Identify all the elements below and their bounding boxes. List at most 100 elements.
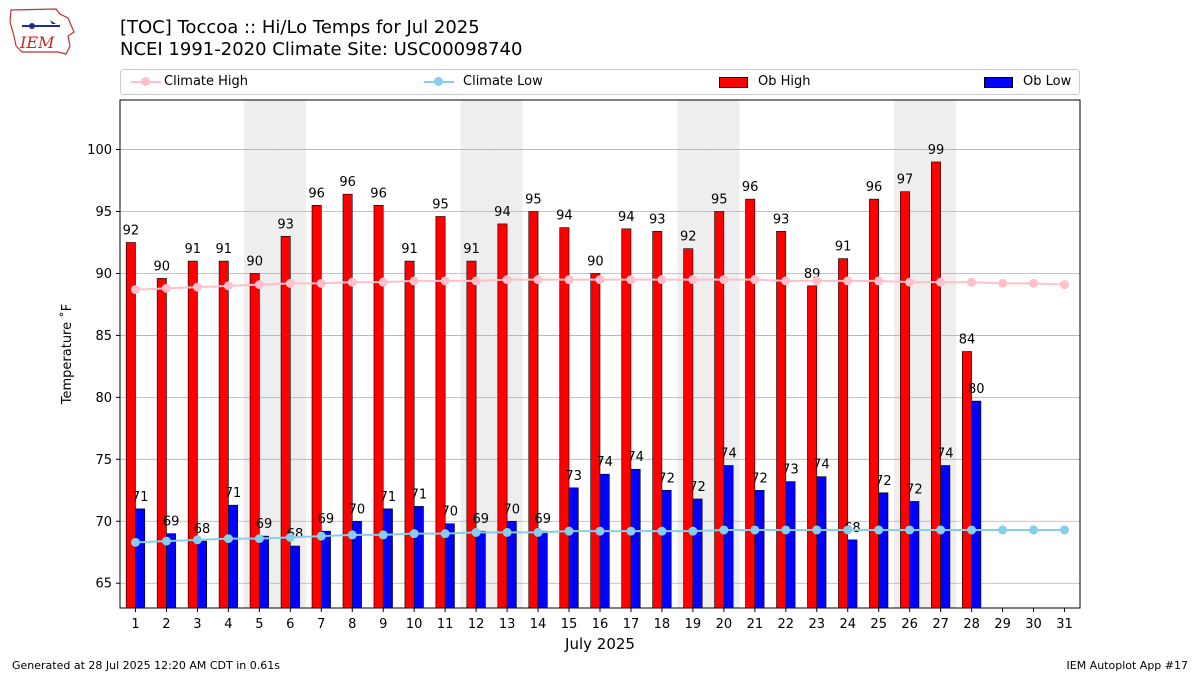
climate-high-point [316,278,326,288]
ob-high-bar [745,198,756,608]
ob-high-bar [714,211,725,608]
ob-high-label: 93 [773,212,790,227]
climate-low-point [874,525,884,535]
climate-high-point [781,276,791,286]
ob-low-label: 68 [194,522,211,537]
x-tick-label: 7 [317,617,325,632]
x-tick-label: 13 [499,617,516,632]
climate-low-point [440,529,450,539]
ob-high-bar [466,260,477,608]
x-tick-label: 28 [963,617,980,632]
blue-swatch-icon [984,77,1013,88]
climate-low-point [657,526,667,536]
climate-high-point [874,276,884,286]
climate-high-point [285,278,295,288]
ob-low-label: 73 [782,463,799,478]
ob-high-label: 91 [185,242,202,257]
x-tick-label: 4 [224,617,232,632]
x-tick-label: 19 [685,617,702,632]
ob-low-bar [599,473,610,608]
ob-high-label: 91 [835,240,852,255]
ob-low-bar [444,523,455,608]
climate-low-point [192,535,202,545]
y-tick-label: 90 [95,267,112,282]
ob-low-label: 71 [380,490,397,505]
ob-high-label: 92 [123,223,140,238]
x-tick-label: 23 [809,617,826,632]
ob-high-bar [559,227,570,608]
x-tick-label: 25 [870,617,887,632]
ob-high-bar [311,205,322,608]
climate-high-point [254,280,264,290]
ob-low-bar [537,530,548,608]
ob-high-label: 90 [246,254,263,269]
climate-low-point [161,536,171,546]
climate-low-point [347,530,357,540]
ob-high-bar [528,211,539,608]
climate-high-point [378,277,388,287]
climate-low-point [285,532,295,542]
climate-high-point [1029,278,1039,288]
climate-high-point [502,275,512,285]
climate-low-point [1060,525,1070,535]
climate-high-point [564,275,574,285]
ob-low-label: 74 [596,455,613,470]
climate-high-point [409,276,419,286]
ob-high-bar [838,258,849,608]
climate-high-point [719,275,729,285]
ob-high-label: 94 [618,210,635,225]
climate-high-point [223,281,233,291]
x-tick-label: 3 [193,617,201,632]
ob-low-label: 74 [813,458,830,473]
ob-high-label: 96 [339,175,356,190]
ob-low-label: 72 [906,482,923,497]
climate-low-point [1029,525,1039,535]
ob-low-bar [506,520,517,608]
ob-low-label: 71 [132,490,149,505]
x-axis-label: July 2025 [564,635,635,653]
climate-low-point [843,525,853,535]
ob-low-label: 74 [627,450,644,465]
ob-low-bar [754,489,765,608]
x-tick-label: 6 [286,617,294,632]
ob-low-label: 72 [875,474,892,489]
ob-high-label: 96 [308,186,325,201]
ob-high-label: 92 [680,230,697,245]
red-swatch-icon [719,77,748,88]
ob-low-label: 72 [658,471,675,486]
ob-low-bar [259,535,269,608]
climate-high-point [967,277,977,287]
ob-low-bar [785,481,796,608]
chart-title: [TOC] Toccoa :: Hi/Lo Temps for Jul 2025 [120,17,480,38]
x-tick-label: 31 [1056,617,1073,632]
y-tick-label: 80 [95,391,112,406]
ob-low-bar [228,504,238,608]
ob-high-label: 90 [587,254,604,269]
ob-low-bar [413,506,424,608]
climate-low-point [130,537,140,547]
climate-low-point [502,527,512,537]
ob-high-label: 91 [401,242,418,257]
climate-low-point [750,525,760,535]
legend-label: Ob High [758,74,811,89]
ob-high-label: 84 [959,333,976,348]
climate-high-point [130,285,140,295]
climate-low-point [781,525,791,535]
climate-low-point [409,529,419,539]
x-tick-label: 30 [1025,617,1042,632]
ob-high-label: 91 [215,242,232,257]
logo-text: IEM [19,33,55,52]
climate-high-point [750,275,760,285]
ob-low-bar [909,501,920,608]
ob-high-bar [590,273,601,608]
ob-high-label: 96 [866,180,883,195]
climate-high-point [688,275,698,285]
climate-high-point [905,277,915,287]
ob-high-label: 96 [370,186,387,201]
climate-low-point [316,531,326,541]
ob-high-label: 93 [277,217,294,232]
climate-high-point [471,276,481,286]
blue-dot-icon [434,77,443,86]
ob-low-bar [630,468,641,608]
